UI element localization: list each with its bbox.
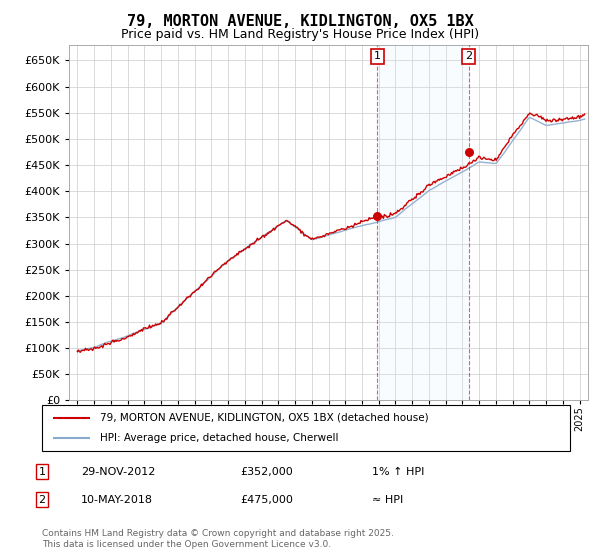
Point bbox=[464, 147, 473, 156]
Text: HPI: Average price, detached house, Cherwell: HPI: Average price, detached house, Cher… bbox=[100, 433, 338, 443]
Text: 79, MORTON AVENUE, KIDLINGTON, OX5 1BX: 79, MORTON AVENUE, KIDLINGTON, OX5 1BX bbox=[127, 14, 473, 29]
FancyBboxPatch shape bbox=[42, 405, 570, 451]
Text: ≈ HPI: ≈ HPI bbox=[372, 494, 403, 505]
Text: 10-MAY-2018: 10-MAY-2018 bbox=[81, 494, 153, 505]
Text: Contains HM Land Registry data © Crown copyright and database right 2025.
This d: Contains HM Land Registry data © Crown c… bbox=[42, 529, 394, 549]
Bar bbox=[377, 45, 469, 400]
Text: Price paid vs. HM Land Registry's House Price Index (HPI): Price paid vs. HM Land Registry's House … bbox=[121, 28, 479, 41]
Text: 29-NOV-2012: 29-NOV-2012 bbox=[81, 466, 155, 477]
Point bbox=[373, 212, 382, 221]
Text: £352,000: £352,000 bbox=[240, 466, 293, 477]
Text: 1: 1 bbox=[38, 466, 46, 477]
Text: 1: 1 bbox=[374, 52, 381, 61]
Text: 79, MORTON AVENUE, KIDLINGTON, OX5 1BX (detached house): 79, MORTON AVENUE, KIDLINGTON, OX5 1BX (… bbox=[100, 413, 429, 423]
Text: 2: 2 bbox=[38, 494, 46, 505]
Text: 1% ↑ HPI: 1% ↑ HPI bbox=[372, 466, 424, 477]
Text: 2: 2 bbox=[465, 52, 472, 61]
Text: £475,000: £475,000 bbox=[240, 494, 293, 505]
